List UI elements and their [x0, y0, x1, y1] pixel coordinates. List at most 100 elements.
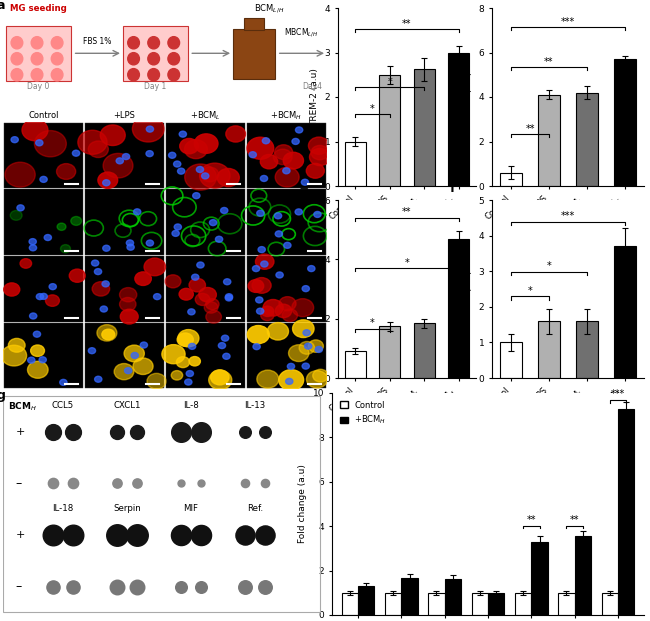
Circle shape — [31, 68, 43, 81]
Circle shape — [261, 306, 274, 317]
Bar — [576, 321, 599, 378]
Circle shape — [292, 299, 314, 317]
Circle shape — [78, 130, 107, 154]
Point — [68, 530, 79, 540]
Bar — [500, 173, 523, 186]
Point — [112, 582, 122, 592]
Bar — [345, 142, 365, 186]
Circle shape — [11, 68, 23, 81]
Y-axis label: Fold change (a.u): Fold change (a.u) — [298, 465, 307, 543]
Bar — [448, 238, 469, 378]
Bar — [247, 323, 326, 388]
Circle shape — [57, 163, 75, 179]
Circle shape — [34, 130, 66, 157]
Text: Control: Control — [28, 111, 58, 120]
Circle shape — [201, 167, 219, 182]
Text: MIF: MIF — [183, 504, 198, 513]
Bar — [84, 323, 164, 388]
Point — [68, 427, 79, 437]
Y-axis label: TREM-2 (a.u): TREM-2 (a.u) — [310, 68, 319, 126]
Bar — [4, 256, 83, 322]
Circle shape — [60, 245, 70, 253]
Circle shape — [120, 309, 138, 324]
Bar — [471, 593, 488, 615]
Circle shape — [144, 258, 166, 276]
Point — [260, 582, 270, 592]
Circle shape — [258, 247, 265, 253]
Point — [112, 478, 122, 488]
Bar — [6, 26, 71, 81]
Circle shape — [120, 297, 136, 311]
Circle shape — [253, 343, 260, 350]
Text: CCL5: CCL5 — [52, 401, 74, 410]
Text: e: e — [300, 182, 308, 195]
Circle shape — [257, 370, 279, 388]
Text: Day4: Day4 — [302, 82, 322, 91]
Circle shape — [263, 138, 270, 144]
Bar — [84, 123, 164, 188]
Circle shape — [255, 254, 274, 270]
Circle shape — [51, 53, 63, 65]
Circle shape — [46, 295, 59, 306]
Circle shape — [36, 140, 43, 146]
Text: IL-8: IL-8 — [183, 401, 199, 410]
Circle shape — [148, 37, 159, 49]
Bar — [247, 256, 326, 322]
Circle shape — [180, 138, 198, 154]
Circle shape — [249, 152, 256, 158]
Text: Ref.: Ref. — [247, 504, 263, 513]
Bar — [244, 17, 264, 30]
Circle shape — [174, 224, 181, 230]
Text: *: * — [370, 319, 375, 329]
Point — [68, 478, 79, 488]
Text: MG seeding: MG seeding — [10, 4, 67, 14]
Point — [176, 530, 186, 540]
Circle shape — [128, 53, 139, 65]
Circle shape — [185, 379, 192, 385]
Circle shape — [22, 119, 48, 141]
Text: **: ** — [402, 19, 411, 29]
Circle shape — [292, 138, 299, 145]
Circle shape — [275, 167, 299, 187]
Circle shape — [98, 172, 118, 188]
Bar — [166, 256, 245, 322]
Circle shape — [252, 266, 260, 271]
Text: *: * — [404, 258, 410, 268]
Text: +: + — [16, 427, 25, 437]
Text: g: g — [0, 389, 5, 402]
Text: ***: *** — [561, 17, 575, 27]
Bar — [515, 593, 531, 615]
Circle shape — [95, 376, 102, 383]
Bar — [4, 323, 83, 388]
Point — [68, 582, 79, 592]
Bar — [401, 578, 418, 615]
Bar — [558, 593, 575, 615]
Circle shape — [302, 179, 309, 185]
Text: +: + — [16, 530, 25, 540]
Circle shape — [20, 259, 32, 268]
Point — [132, 530, 142, 540]
Bar — [618, 409, 634, 615]
Circle shape — [296, 127, 303, 133]
Circle shape — [255, 297, 263, 303]
Circle shape — [257, 308, 264, 314]
Point — [132, 478, 142, 488]
Point — [47, 427, 58, 437]
Bar — [531, 542, 548, 615]
Circle shape — [146, 240, 153, 246]
Bar — [84, 256, 164, 322]
Circle shape — [1, 345, 27, 366]
Text: FBS 1%: FBS 1% — [83, 37, 112, 46]
Circle shape — [17, 205, 24, 211]
Circle shape — [177, 333, 193, 347]
Circle shape — [100, 306, 107, 312]
Circle shape — [211, 369, 229, 385]
Circle shape — [197, 262, 204, 268]
Circle shape — [315, 347, 322, 353]
Circle shape — [11, 53, 23, 65]
Circle shape — [276, 304, 292, 318]
Circle shape — [285, 378, 293, 384]
Circle shape — [94, 269, 101, 274]
Circle shape — [226, 126, 246, 142]
Circle shape — [279, 297, 296, 310]
